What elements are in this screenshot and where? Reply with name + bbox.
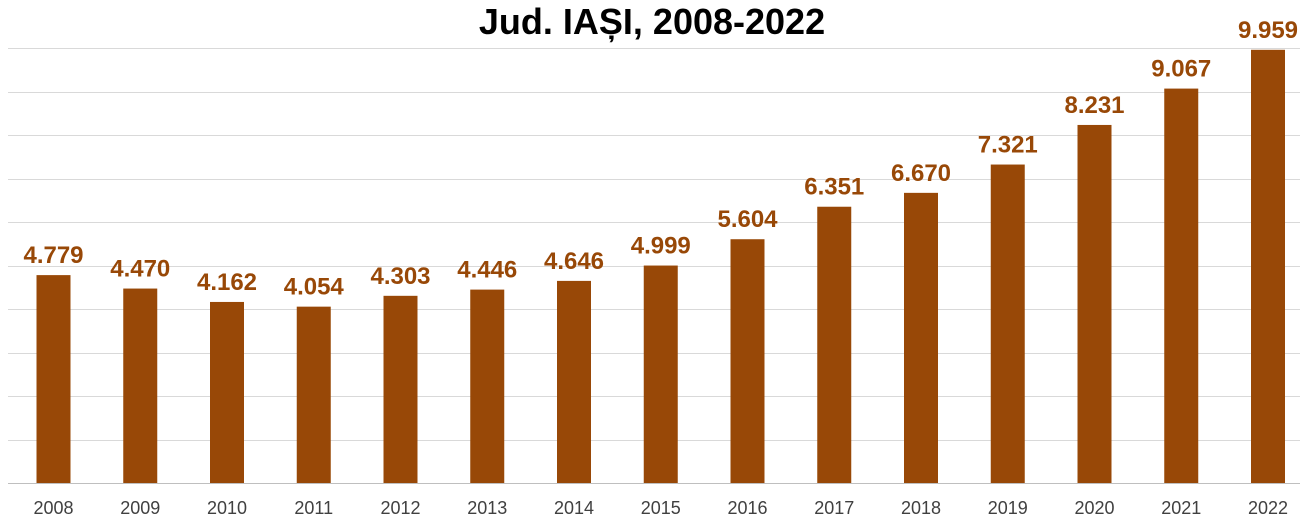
x-tick-label-2011: 2011 [294, 498, 333, 518]
bar-2021 [1164, 88, 1199, 483]
value-labels: 4.779 4.470 4.162 4.054 4.303 4.446 4.646 4.999… [23, 17, 1298, 301]
x-axis-tick-labels: 2008 2009 2010 2011 2012 2013 2014 2015 2016 2017… [33, 498, 1288, 518]
x-tick-label-2019: 2019 [988, 498, 1028, 518]
bar-2016 [730, 239, 765, 483]
value-label-2021: 9.067 [1151, 56, 1211, 83]
value-label-2022: 9.959 [1238, 17, 1298, 44]
bar-2010 [210, 301, 244, 483]
value-label-2018: 6.670 [891, 160, 951, 187]
bar-2020 [1077, 124, 1112, 483]
value-label-2011: 4.054 [284, 274, 345, 301]
x-tick-label-2016: 2016 [727, 498, 767, 518]
bar-2013 [470, 289, 505, 483]
value-label-2012: 4.303 [370, 263, 430, 290]
bar-2012 [383, 295, 418, 483]
value-label-2010: 4.162 [197, 269, 257, 296]
bars [36, 49, 1285, 484]
x-tick-label-2022: 2022 [1248, 498, 1288, 518]
chart-title: Jud. IAȘI, 2008-2022 [479, 1, 825, 42]
value-label-2009: 4.470 [110, 256, 170, 283]
bar-2017 [817, 206, 852, 483]
x-tick-label-2013: 2013 [467, 498, 507, 518]
bar-2014 [557, 280, 591, 483]
x-tick-label-2018: 2018 [901, 498, 941, 518]
x-tick-label-2015: 2015 [641, 498, 681, 518]
x-tick-label-2014: 2014 [554, 498, 594, 518]
x-tick-label-2017: 2017 [814, 498, 854, 518]
value-label-2015: 4.999 [631, 233, 691, 260]
bar-2015 [643, 265, 678, 483]
x-tick-label-2009: 2009 [120, 498, 160, 518]
value-label-2013: 4.446 [457, 257, 517, 284]
value-label-2019: 7.321 [978, 132, 1038, 159]
bar-2011 [296, 306, 331, 483]
bar-2019 [990, 164, 1025, 483]
x-tick-label-2010: 2010 [207, 498, 247, 518]
x-tick-label-2008: 2008 [33, 498, 73, 518]
bar-2009 [123, 288, 158, 483]
value-label-2017: 6.351 [804, 174, 864, 201]
x-tick-label-2020: 2020 [1074, 498, 1114, 518]
bar-2008 [36, 275, 71, 483]
x-tick-label-2021: 2021 [1161, 498, 1201, 518]
value-label-2008: 4.779 [23, 242, 83, 269]
value-label-2020: 8.231 [1064, 92, 1124, 119]
bar-2022 [1251, 49, 1285, 483]
value-label-2014: 4.646 [544, 248, 604, 275]
x-tick-label-2012: 2012 [380, 498, 420, 518]
bar-2018 [904, 192, 938, 484]
value-label-2016: 5.604 [717, 206, 778, 233]
